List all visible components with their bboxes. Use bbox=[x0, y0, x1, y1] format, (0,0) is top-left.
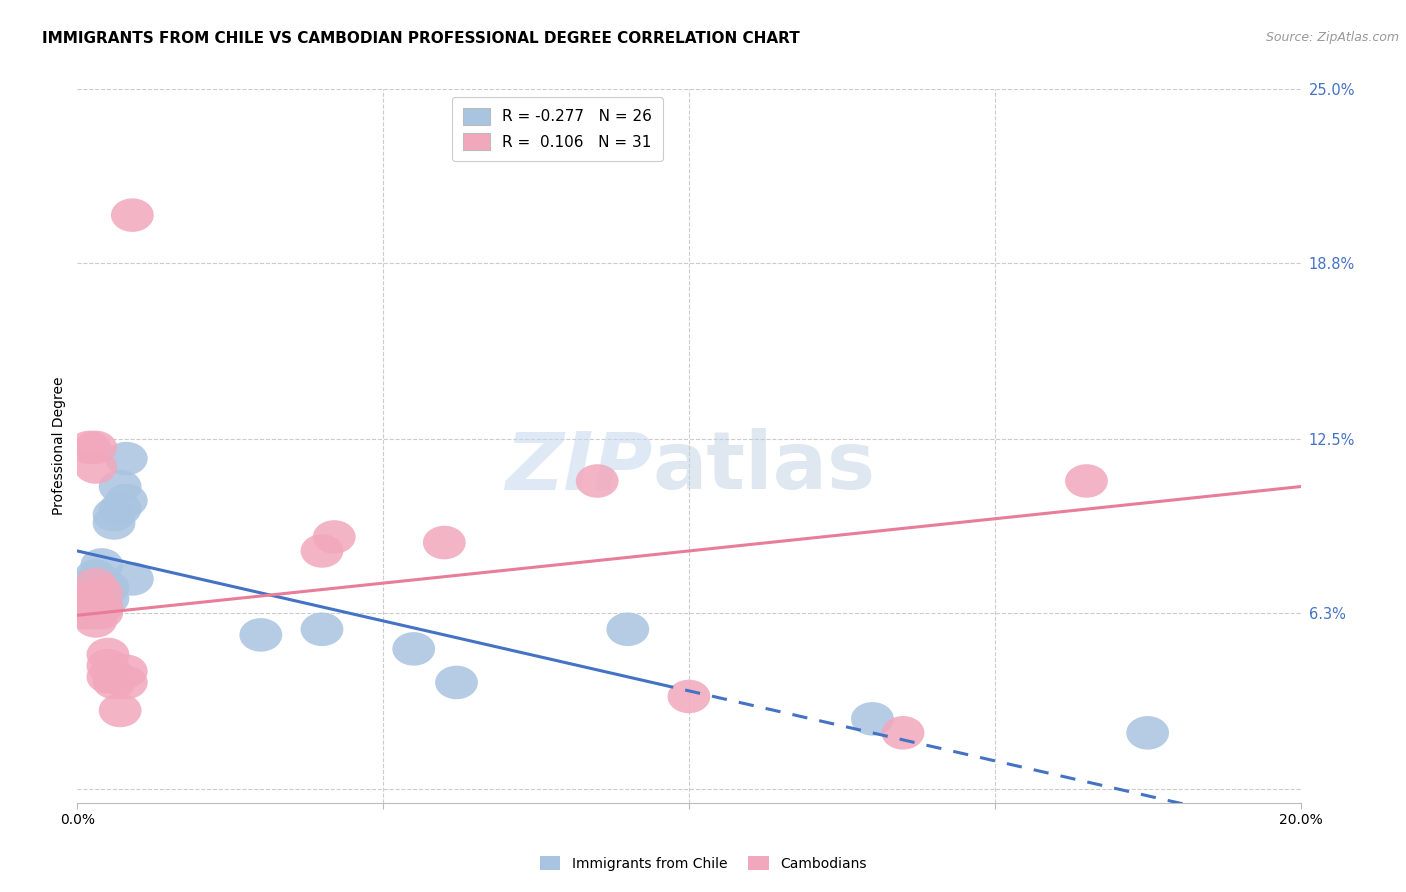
Ellipse shape bbox=[87, 582, 129, 615]
Ellipse shape bbox=[75, 582, 117, 615]
Ellipse shape bbox=[87, 638, 129, 672]
Ellipse shape bbox=[98, 492, 142, 525]
Ellipse shape bbox=[111, 198, 153, 232]
Legend: R = -0.277   N = 26, R =  0.106   N = 31: R = -0.277 N = 26, R = 0.106 N = 31 bbox=[451, 97, 662, 161]
Ellipse shape bbox=[67, 591, 111, 624]
Ellipse shape bbox=[67, 567, 111, 601]
Ellipse shape bbox=[111, 562, 153, 596]
Ellipse shape bbox=[75, 567, 117, 601]
Ellipse shape bbox=[105, 442, 148, 475]
Ellipse shape bbox=[105, 655, 148, 688]
Ellipse shape bbox=[423, 525, 465, 559]
Ellipse shape bbox=[98, 470, 142, 503]
Ellipse shape bbox=[75, 571, 117, 604]
Ellipse shape bbox=[1066, 464, 1108, 498]
Ellipse shape bbox=[62, 591, 105, 624]
Ellipse shape bbox=[75, 559, 117, 593]
Ellipse shape bbox=[93, 498, 135, 532]
Ellipse shape bbox=[87, 571, 129, 604]
Ellipse shape bbox=[87, 660, 129, 694]
Ellipse shape bbox=[98, 694, 142, 727]
Ellipse shape bbox=[93, 660, 135, 694]
Ellipse shape bbox=[392, 632, 434, 665]
Ellipse shape bbox=[105, 483, 148, 517]
Ellipse shape bbox=[62, 582, 105, 615]
Ellipse shape bbox=[75, 604, 117, 638]
Ellipse shape bbox=[87, 648, 129, 682]
Text: IMMIGRANTS FROM CHILE VS CAMBODIAN PROFESSIONAL DEGREE CORRELATION CHART: IMMIGRANTS FROM CHILE VS CAMBODIAN PROFE… bbox=[42, 31, 800, 46]
Ellipse shape bbox=[239, 618, 283, 652]
Text: ZIP: ZIP bbox=[505, 428, 652, 507]
Ellipse shape bbox=[75, 431, 117, 464]
Ellipse shape bbox=[882, 716, 924, 749]
Text: Source: ZipAtlas.com: Source: ZipAtlas.com bbox=[1265, 31, 1399, 45]
Ellipse shape bbox=[93, 506, 135, 540]
Ellipse shape bbox=[67, 576, 111, 610]
Ellipse shape bbox=[67, 582, 111, 615]
Ellipse shape bbox=[75, 596, 117, 629]
Ellipse shape bbox=[80, 576, 124, 610]
Ellipse shape bbox=[1126, 716, 1168, 749]
Y-axis label: Professional Degree: Professional Degree bbox=[52, 376, 66, 516]
Text: atlas: atlas bbox=[652, 428, 876, 507]
Ellipse shape bbox=[606, 613, 650, 646]
Ellipse shape bbox=[62, 596, 105, 629]
Ellipse shape bbox=[80, 596, 124, 629]
Ellipse shape bbox=[851, 702, 894, 736]
Ellipse shape bbox=[312, 520, 356, 554]
Ellipse shape bbox=[62, 584, 105, 618]
Ellipse shape bbox=[434, 665, 478, 699]
Ellipse shape bbox=[62, 596, 105, 629]
Legend: Immigrants from Chile, Cambodians: Immigrants from Chile, Cambodians bbox=[534, 850, 872, 876]
Ellipse shape bbox=[67, 431, 111, 464]
Ellipse shape bbox=[80, 591, 124, 624]
Ellipse shape bbox=[301, 534, 343, 567]
Ellipse shape bbox=[301, 613, 343, 646]
Ellipse shape bbox=[80, 591, 124, 624]
Ellipse shape bbox=[80, 579, 124, 613]
Ellipse shape bbox=[67, 596, 111, 629]
Ellipse shape bbox=[93, 665, 135, 699]
Ellipse shape bbox=[576, 464, 619, 498]
Ellipse shape bbox=[75, 450, 117, 483]
Ellipse shape bbox=[668, 680, 710, 714]
Ellipse shape bbox=[80, 549, 124, 582]
Ellipse shape bbox=[105, 665, 148, 699]
